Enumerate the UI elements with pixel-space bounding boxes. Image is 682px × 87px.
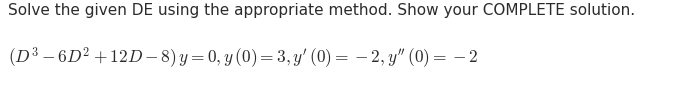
Text: Solve the given DE using the appropriate method. Show your COMPLETE solution.: Solve the given DE using the appropriate… (8, 3, 636, 18)
Text: $(D^3 - 6D^2 + 12D - 8)\, y = 0, y\,(0) = 3, y^{\prime}\,(0) = -2, y^{\prime\pri: $(D^3 - 6D^2 + 12D - 8)\, y = 0, y\,(0) … (8, 45, 479, 70)
